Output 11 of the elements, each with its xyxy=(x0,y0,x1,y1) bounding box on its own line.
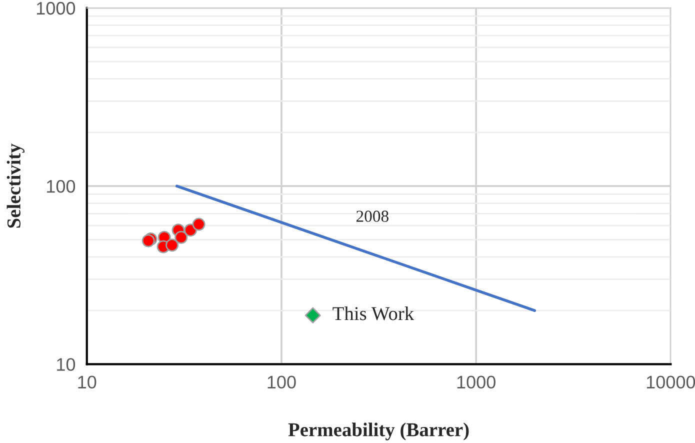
x-tick-label: 100 xyxy=(268,376,296,389)
y-axis-title: Selectivity xyxy=(6,144,24,228)
x-tick-label: 1000 xyxy=(457,376,496,389)
series-label: 2008 xyxy=(356,210,388,222)
y-tick-label: 10 xyxy=(57,358,76,371)
x-axis-title: Permeability (Barrer) xyxy=(288,422,469,440)
y-tick-label: 100 xyxy=(47,180,76,193)
x-tick-label: 10 xyxy=(78,376,96,389)
x-tick-label: 10000 xyxy=(646,376,695,389)
y-tick-label: 1000 xyxy=(36,2,76,15)
series-label: This Work xyxy=(332,306,414,320)
